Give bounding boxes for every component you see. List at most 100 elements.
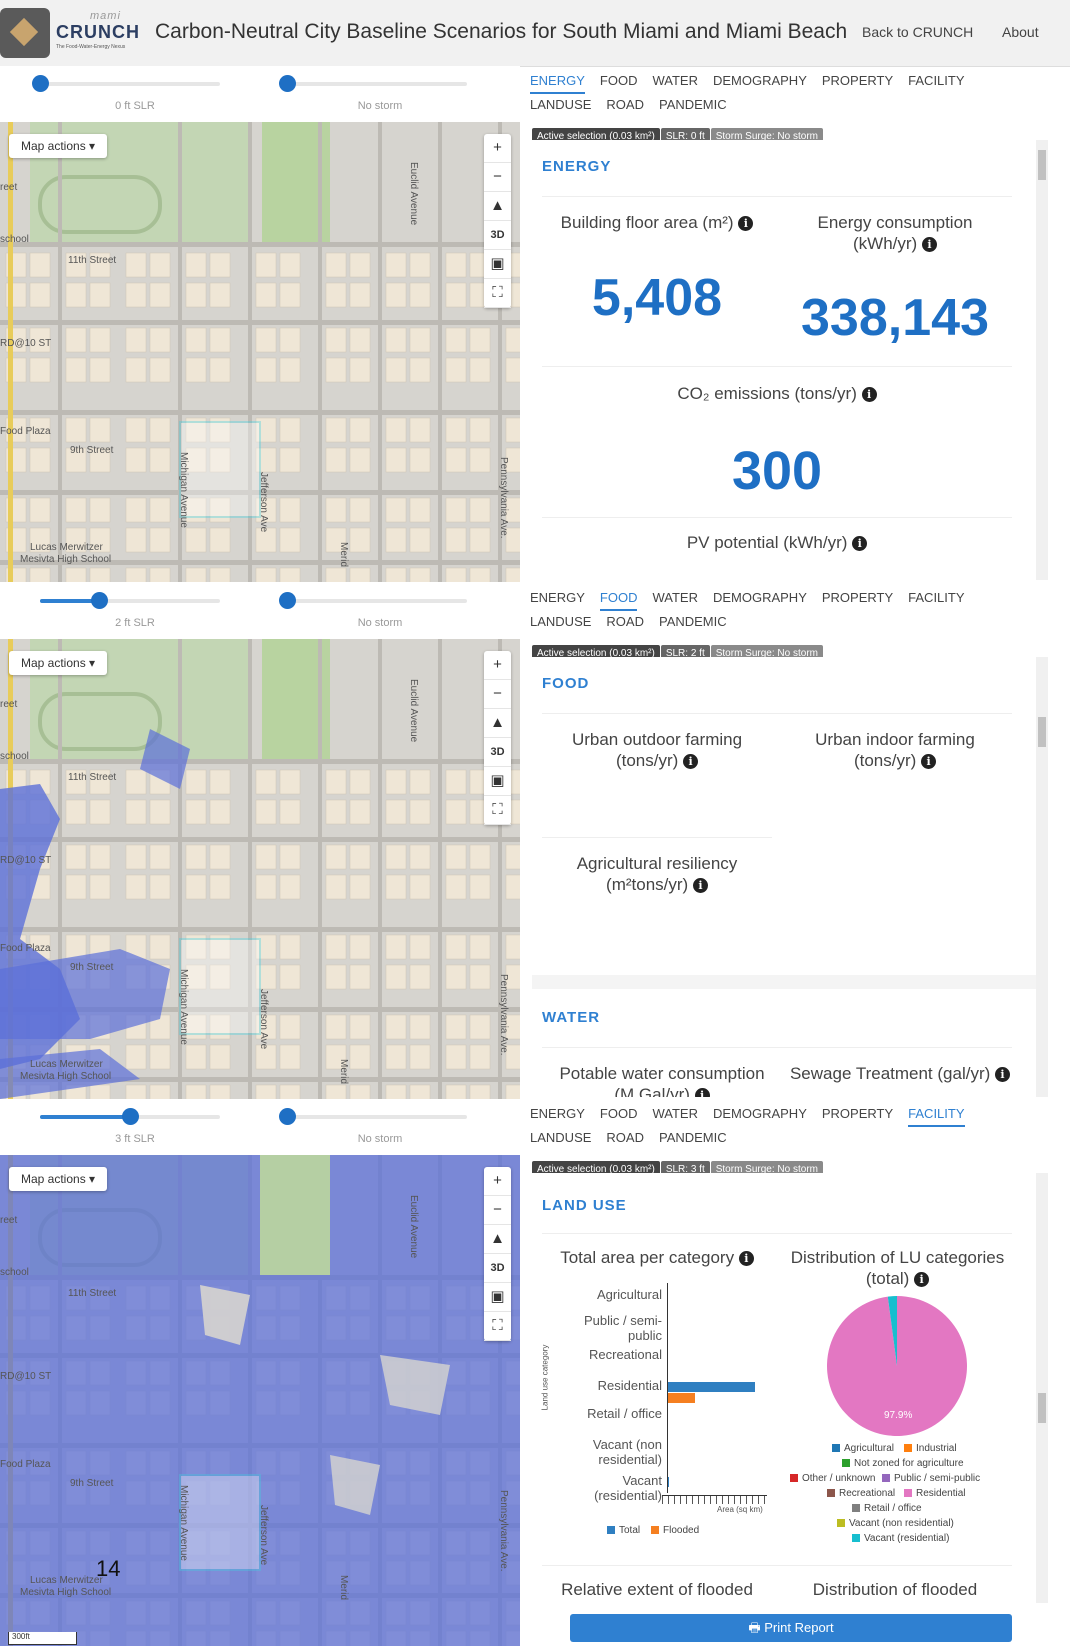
tab-road[interactable]: ROAD xyxy=(606,614,644,629)
zoom-in-button[interactable]: + xyxy=(484,1167,511,1196)
scrollbar-thumb[interactable] xyxy=(1038,150,1046,180)
tab-property[interactable]: PROPERTY xyxy=(821,590,894,605)
pie-legend-item[interactable]: Not zoned for agriculture xyxy=(842,1458,964,1469)
content-scrollbar[interactable] xyxy=(1036,1173,1048,1603)
map-canvas[interactable] xyxy=(0,122,520,582)
tab-landuse[interactable]: LANDUSE xyxy=(530,614,592,629)
layers-icon[interactable]: ▣ xyxy=(484,250,511,279)
slr-slider[interactable] xyxy=(40,1108,220,1125)
print-report-button[interactable]: 🖶 Print Report xyxy=(570,1614,1012,1642)
pie-legend-item[interactable]: Retail / office xyxy=(852,1503,922,1514)
indicator-content[interactable]: LAND USE Total area per category i Distrib… xyxy=(532,1173,1037,1603)
info-icon[interactable]: i xyxy=(921,237,937,253)
zoom-out-button[interactable]: − xyxy=(484,1196,511,1225)
info-icon[interactable]: i xyxy=(683,754,699,770)
pie-legend-item[interactable]: Vacant (non residential) xyxy=(837,1518,954,1529)
map-actions-dropdown[interactable]: Map actions ▾ xyxy=(9,1167,108,1191)
info-icon[interactable]: i xyxy=(861,387,877,403)
pie-chart[interactable] xyxy=(822,1291,972,1441)
pie-legend-item[interactable]: Agricultural xyxy=(832,1443,894,1454)
map-canvas[interactable] xyxy=(0,1155,520,1646)
map-view[interactable]: 11th Street 9th Street Euclid Avenue Michig… xyxy=(0,1155,520,1646)
bar-flooded[interactable] xyxy=(668,1393,695,1403)
map-view[interactable]: 11th Street 9th Street Euclid Avenue Michig… xyxy=(0,122,520,582)
layers-icon[interactable]: ▣ xyxy=(484,767,511,796)
tab-demography[interactable]: DEMOGRAPHY xyxy=(712,590,807,605)
map-canvas[interactable] xyxy=(0,639,520,1099)
info-icon[interactable]: i xyxy=(692,878,708,894)
map-actions-dropdown[interactable]: Map actions ▾ xyxy=(9,651,108,675)
zoom-out-button[interactable]: − xyxy=(484,163,511,192)
scrollbar-thumb[interactable] xyxy=(1038,1393,1046,1423)
tab-pandemic[interactable]: PANDEMIC xyxy=(658,614,727,629)
bar-legend-item[interactable]: Total xyxy=(607,1525,640,1536)
tab-landuse[interactable]: LANDUSE xyxy=(530,97,592,112)
tab-property[interactable]: PROPERTY xyxy=(821,73,894,88)
info-icon[interactable]: i xyxy=(738,1251,754,1267)
storm-slider[interactable] xyxy=(279,75,467,92)
storm-slider[interactable] xyxy=(279,1108,467,1125)
slr-slider-thumb[interactable] xyxy=(32,75,49,92)
zoom-out-button[interactable]: − xyxy=(484,680,511,709)
storm-slider-thumb[interactable] xyxy=(279,592,296,609)
pie-legend-item[interactable]: Public / semi-public xyxy=(882,1473,980,1484)
slr-slider[interactable] xyxy=(40,592,220,609)
tab-pandemic[interactable]: PANDEMIC xyxy=(658,97,727,112)
compass-icon[interactable]: ▲ xyxy=(484,709,511,738)
info-icon[interactable]: i xyxy=(921,754,937,770)
zoom-in-button[interactable]: + xyxy=(484,651,511,680)
tab-water[interactable]: WATER xyxy=(652,590,698,605)
pie-legend-item[interactable]: Recreational xyxy=(827,1488,895,1499)
slr-slider-thumb[interactable] xyxy=(122,1108,139,1125)
pie-legend-item[interactable]: Industrial xyxy=(904,1443,957,1454)
tab-energy[interactable]: ENERGY xyxy=(530,590,585,605)
pie-legend-item[interactable]: Residential xyxy=(904,1488,965,1499)
tab-food[interactable]: FOOD xyxy=(599,587,638,611)
tab-property[interactable]: PROPERTY xyxy=(821,1106,894,1121)
tab-facility[interactable]: FACILITY xyxy=(908,73,965,88)
storm-slider[interactable] xyxy=(279,592,467,609)
layers-icon[interactable]: ▣ xyxy=(484,1283,511,1312)
tab-pandemic[interactable]: PANDEMIC xyxy=(658,1130,727,1145)
slr-slider[interactable] xyxy=(32,75,220,92)
tab-landuse[interactable]: LANDUSE xyxy=(530,1130,592,1145)
indicator-content[interactable]: FOOD Urban outdoor farming (tons/yr) i Urba… xyxy=(532,657,1037,1097)
pie-legend-item[interactable]: Vacant (residential) xyxy=(852,1533,949,1544)
map-actions-dropdown[interactable]: Map actions ▾ xyxy=(9,134,108,158)
storm-slider-thumb[interactable] xyxy=(279,75,296,92)
indicator-content[interactable]: ENERGY Building floor area (m²) i Energy c… xyxy=(532,140,1037,580)
toggle-3d-button[interactable]: 3D xyxy=(484,1254,511,1283)
zoom-in-button[interactable]: + xyxy=(484,134,511,163)
fullscreen-icon[interactable]: ⛶ xyxy=(484,796,511,825)
tab-water[interactable]: WATER xyxy=(652,73,698,88)
tab-road[interactable]: ROAD xyxy=(606,97,644,112)
bar-total[interactable] xyxy=(668,1477,669,1487)
tab-food[interactable]: FOOD xyxy=(599,1106,638,1121)
crunch-logo-icon[interactable] xyxy=(0,8,50,58)
bar-total[interactable] xyxy=(668,1382,755,1392)
compass-icon[interactable]: ▲ xyxy=(484,1225,511,1254)
tab-demography[interactable]: DEMOGRAPHY xyxy=(712,1106,807,1121)
tab-facility[interactable]: FACILITY xyxy=(908,590,965,605)
slr-slider-thumb[interactable] xyxy=(91,592,109,609)
pie-slice[interactable] xyxy=(887,1296,897,1366)
compass-icon[interactable]: ▲ xyxy=(484,192,511,221)
back-to-crunch-link[interactable]: Back to CRUNCH xyxy=(862,24,974,40)
map-view[interactable]: 11th Street 9th Street Euclid Avenue Michig… xyxy=(0,639,520,1099)
content-scrollbar[interactable] xyxy=(1036,140,1048,580)
tab-water[interactable]: WATER xyxy=(652,1106,698,1121)
fullscreen-icon[interactable]: ⛶ xyxy=(484,279,511,308)
bar-legend-item[interactable]: Flooded xyxy=(651,1525,699,1536)
tab-road[interactable]: ROAD xyxy=(606,1130,644,1145)
about-link[interactable]: About xyxy=(1002,24,1039,40)
storm-slider-thumb[interactable] xyxy=(279,1108,296,1125)
info-icon[interactable]: i xyxy=(852,536,868,552)
tab-facility[interactable]: FACILITY xyxy=(908,1103,965,1127)
info-icon[interactable]: i xyxy=(694,1088,710,1097)
pie-legend-item[interactable]: Other / unknown xyxy=(790,1473,875,1484)
info-icon[interactable]: i xyxy=(995,1067,1011,1083)
toggle-3d-button[interactable]: 3D xyxy=(484,738,511,767)
tab-energy[interactable]: ENERGY xyxy=(530,1106,585,1121)
content-scrollbar[interactable] xyxy=(1036,657,1048,1097)
tab-energy[interactable]: ENERGY xyxy=(530,70,585,94)
